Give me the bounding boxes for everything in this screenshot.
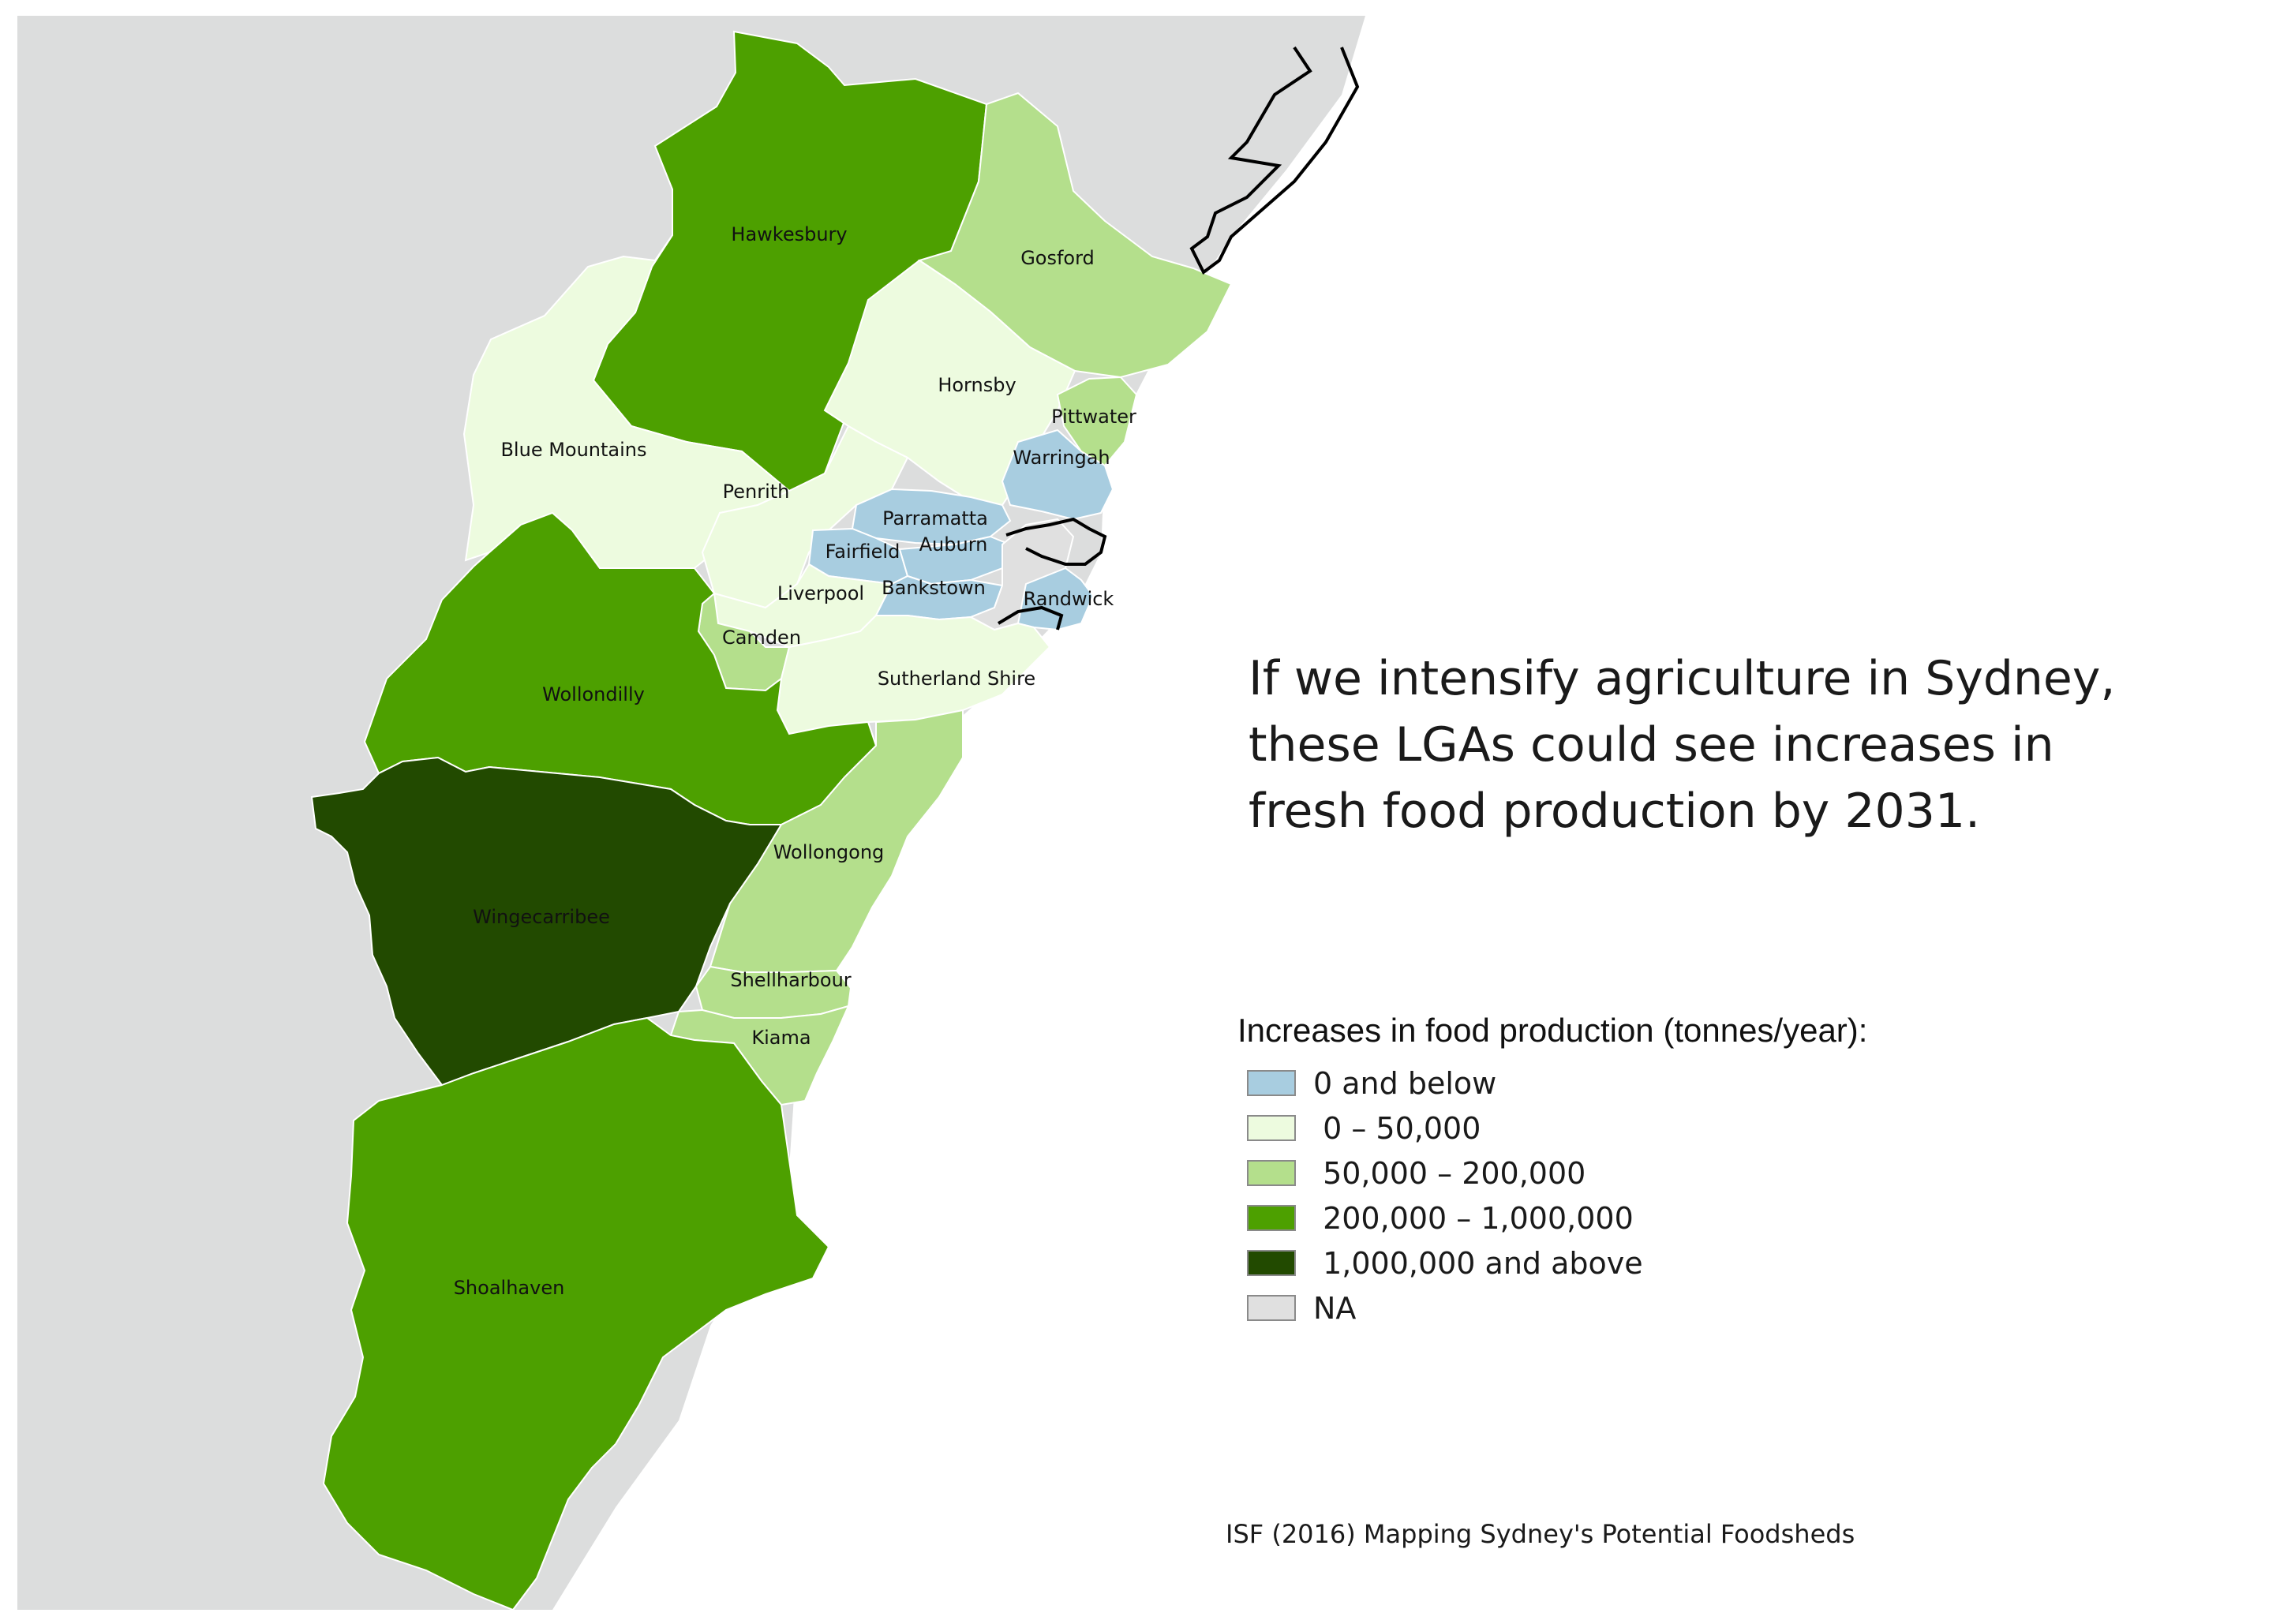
legend-item-na: NA	[1237, 1285, 1867, 1330]
label-wollondilly: Wollondilly	[542, 683, 645, 705]
label-wingecarribee: Wingecarribee	[473, 906, 610, 928]
label-sutherland-shire: Sutherland Shire	[878, 668, 1035, 690]
label-pittwater: Pittwater	[1051, 406, 1136, 428]
label-shellharbour: Shellharbour	[730, 969, 851, 991]
legend-swatch	[1247, 1205, 1296, 1231]
label-wollongong: Wollongong	[773, 841, 885, 863]
label-fairfield: Fairfield	[826, 541, 900, 563]
label-gosford: Gosford	[1020, 247, 1095, 269]
legend-label: 0 and below	[1313, 1065, 1497, 1101]
legend: Increases in food production (tonnes/yea…	[1237, 1012, 1867, 1330]
botany-bay-outline	[997, 605, 1064, 631]
legend-item-medium: 50,000 – 200,000	[1237, 1151, 1867, 1196]
label-auburn: Auburn	[919, 533, 988, 556]
headline-line-2: these LGAs could see increases in	[1249, 717, 2054, 773]
label-blue-mountains: Blue Mountains	[500, 439, 646, 461]
legend-label: NA	[1313, 1290, 1357, 1326]
label-liverpool: Liverpool	[777, 582, 864, 604]
legend-item-high: 200,000 – 1,000,000	[1237, 1196, 1867, 1240]
label-hornsby: Hornsby	[938, 374, 1016, 396]
label-penrith: Penrith	[723, 481, 790, 503]
legend-item-very-high: 1,000,000 and above	[1237, 1240, 1867, 1285]
label-parramatta: Parramatta	[882, 507, 988, 529]
lga-region-warringah[interactable]	[1001, 428, 1114, 521]
legend-title: Increases in food production (tonnes/yea…	[1237, 1012, 1868, 1049]
source-citation: ISF (2016) Mapping Sydney's Potential Fo…	[1226, 1519, 1855, 1549]
headline-line-1: If we intensify agriculture in Sydney,	[1249, 651, 2116, 706]
legend-swatch	[1247, 1070, 1296, 1096]
legend-item-below-zero: 0 and below	[1237, 1061, 1867, 1106]
legend-label: 200,000 – 1,000,000	[1313, 1200, 1634, 1236]
label-camden: Camden	[722, 627, 801, 649]
label-hawkesbury: Hawkesbury	[731, 223, 847, 245]
headline-line-3: fresh food production by 2031.	[1249, 784, 1981, 839]
label-bankstown: Bankstown	[882, 577, 986, 599]
legend-label: 1,000,000 and above	[1313, 1245, 1643, 1281]
coastline-outline	[1189, 46, 1360, 275]
lga-region-shoalhaven[interactable]	[322, 1016, 830, 1611]
legend-swatch	[1247, 1295, 1296, 1321]
label-kiama: Kiama	[751, 1027, 811, 1049]
headline: If we intensify agriculture in Sydney, t…	[1249, 645, 2196, 844]
lga-region-pittwater[interactable]	[1056, 376, 1138, 467]
legend-swatch	[1247, 1250, 1296, 1276]
sydney-harbour-outline	[1005, 517, 1107, 566]
legend-item-low: 0 – 50,000	[1237, 1106, 1867, 1151]
legend-swatch	[1247, 1160, 1296, 1186]
label-warringah: Warringah	[1013, 447, 1110, 469]
legend-label: 0 – 50,000	[1313, 1110, 1481, 1146]
label-randwick: Randwick	[1024, 588, 1114, 610]
legend-label: 50,000 – 200,000	[1313, 1155, 1586, 1191]
legend-swatch	[1247, 1115, 1296, 1141]
label-shoalhaven: Shoalhaven	[454, 1277, 565, 1299]
